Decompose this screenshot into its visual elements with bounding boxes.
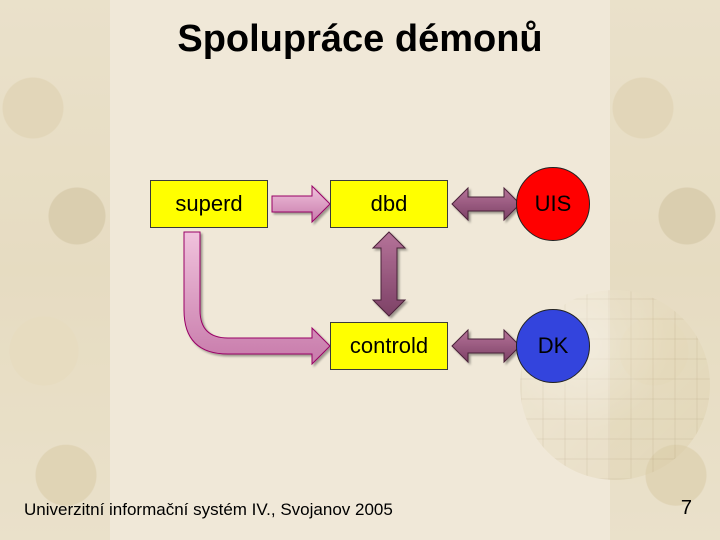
edge-superd-dbd [272, 186, 330, 222]
node-dbd-label: dbd [371, 191, 408, 217]
edge-dbd-controld [373, 232, 405, 316]
node-uis-label: UIS [535, 191, 572, 217]
node-dbd: dbd [330, 180, 448, 228]
diagram-canvas [0, 0, 720, 540]
node-superd: superd [150, 180, 268, 228]
node-controld-label: controld [350, 333, 428, 359]
node-dk: DK [516, 309, 590, 383]
edge-superd-controld [184, 232, 330, 364]
footer-text: Univerzitní informační systém IV., Svoja… [24, 500, 393, 520]
node-controld: controld [330, 322, 448, 370]
edge-controld-dk [452, 330, 520, 362]
node-dk-label: DK [538, 333, 569, 359]
slide: Spolupráce démonů [0, 0, 720, 540]
edge-dbd-uis [452, 188, 520, 220]
node-superd-label: superd [175, 191, 242, 217]
page-number: 7 [681, 497, 692, 520]
node-uis: UIS [516, 167, 590, 241]
